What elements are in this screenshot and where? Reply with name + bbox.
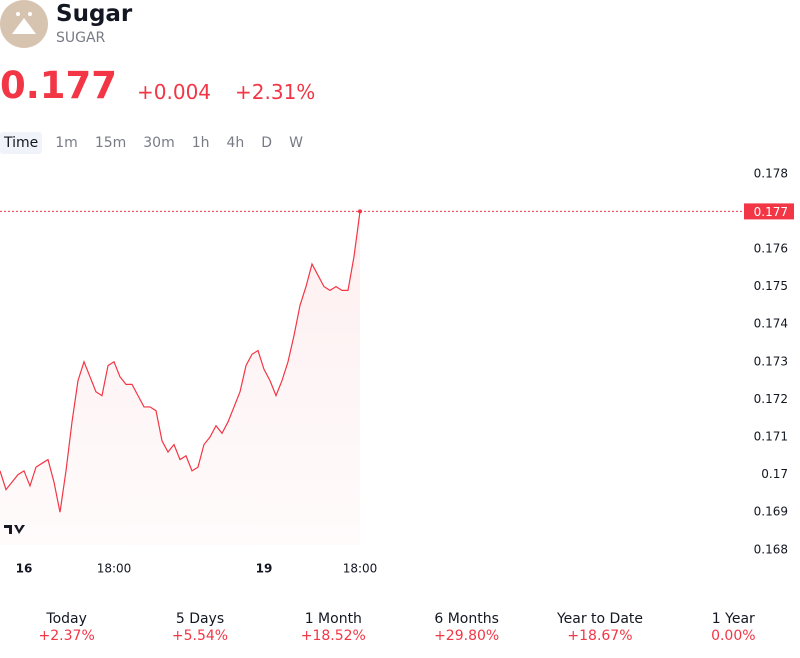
timeframe-button[interactable]: 15m [94,135,127,151]
performance-item[interactable]: 5 Days +5.54% [133,611,266,644]
performance-item[interactable]: Year to Date +18.67% [533,611,666,644]
timeframe-button[interactable]: D [261,135,273,151]
performance-period: 1 Month [304,611,362,627]
y-tick-label: 0.176 [754,242,788,256]
logo-icon [12,12,36,34]
chart: 0.168 0.169 0.17 0.171 0.172 0.173 0.174 0.175 0… [0,166,794,576]
y-tick-label: 0.171 [754,430,788,444]
performance-period: 6 Months [434,611,499,627]
last-point [358,209,362,214]
y-tick-label: 0.174 [754,317,788,331]
timeframe-button[interactable]: 1h [191,135,210,151]
performance-row: Today +2.37% 5 Days +5.54% 1 Month +18.52% 6 M… [0,611,800,644]
y-tick-label: 0.17 [761,467,788,481]
y-tick-label: 0.175 [754,279,788,293]
performance-period: 5 Days [175,611,225,627]
timeframe-button[interactable]: 30m [143,135,175,151]
last-price-badge [744,203,794,220]
y-tick-label: 0.168 [754,542,788,556]
performance-period: Year to Date [556,611,643,627]
performance-item[interactable]: 1 Year 0.00% [667,611,800,644]
timeframe-button[interactable]: 4h [226,135,245,151]
performance-item[interactable]: 6 Months +29.80% [400,611,533,644]
performance-change: +5.54% [171,628,229,644]
timeframe-bar: Time 1m 15m 30m 1h 4h D W [0,132,316,154]
performance-change: +18.52% [300,628,366,644]
symbol-name: Sugar [56,1,133,27]
y-tick-label: 0.169 [754,505,788,519]
y-tick-label: 0.172 [754,392,788,406]
timeframe-button[interactable]: Time [0,132,43,154]
performance-change: 0.00% [711,628,756,644]
price-line [0,211,361,513]
performance-change: +2.37% [38,628,95,644]
y-tick-label: 0.173 [754,354,788,368]
performance-period: Today [46,611,87,627]
timeframe-button[interactable]: W [289,135,303,151]
last-price-label: 0.177 [754,205,788,219]
performance-change: +29.80% [434,628,500,644]
price-change: +0.004 [137,80,212,104]
x-tick-label: 16 [16,562,33,576]
y-tick-label: 0.178 [754,166,788,180]
x-tick-label: 19 [256,562,273,576]
logo [0,0,48,48]
performance-period: 1 Year [711,611,755,627]
performance-item[interactable]: 1 Month +18.52% [267,611,400,644]
performance-item[interactable]: Today +2.37% [0,611,133,644]
x-tick-label: 18:00 [343,562,378,576]
x-tick-label: 18:00 [97,562,132,576]
area [0,211,360,545]
timeframe-button[interactable]: 1m [55,135,78,151]
price: 0.177 [0,64,118,107]
performance-change: +18.67% [567,628,633,644]
price-change-percent: +2.31% [235,80,316,104]
symbol-code: SUGAR [56,30,106,46]
